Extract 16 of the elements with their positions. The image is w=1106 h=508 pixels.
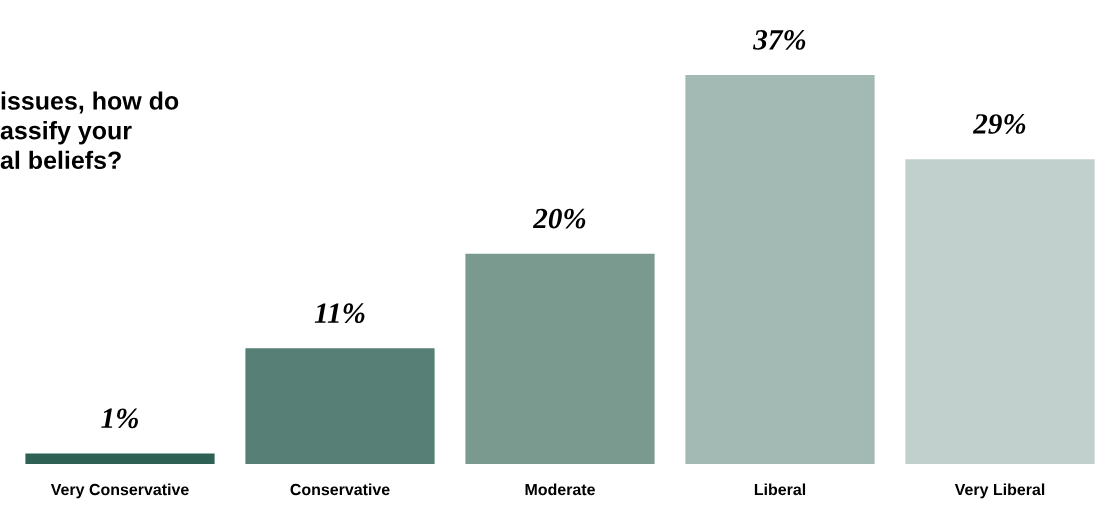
bar <box>685 75 875 464</box>
data-label: 20% <box>532 208 586 229</box>
data-label: 37% <box>753 29 806 50</box>
x-tick-label: Very Liberal <box>954 483 1045 499</box>
bar <box>245 348 435 464</box>
x-tick-label: Liberal <box>754 483 806 496</box>
data-label: 11% <box>314 303 365 324</box>
x-tick-label: Conservative <box>290 483 390 496</box>
bar <box>25 453 215 464</box>
x-tick-label: Moderate <box>525 483 595 496</box>
bar <box>905 159 1095 464</box>
text: issues, how do assify your al beliefs? <box>0 91 179 170</box>
x-tick-label: Very Conservative <box>50 483 189 499</box>
data-label: 29% <box>972 114 1026 134</box>
data-label: 1% <box>101 408 138 429</box>
bar <box>465 253 655 464</box>
